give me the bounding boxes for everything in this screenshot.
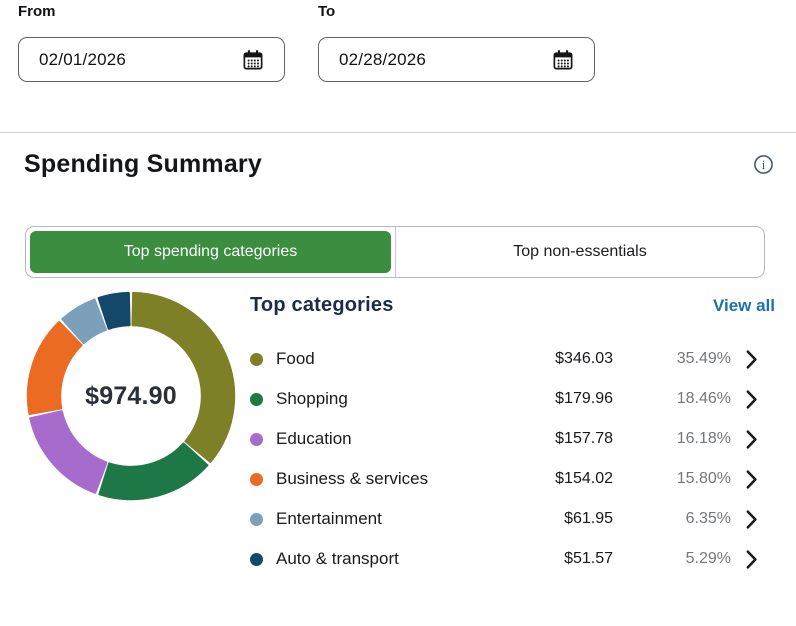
to-date-value: 02/28/2026 bbox=[339, 49, 427, 69]
top-categories-panel: Top categories View all Food $346.03 35.… bbox=[250, 294, 775, 579]
page-title: Spending Summary bbox=[24, 150, 262, 178]
category-row[interactable]: Business & services $154.02 15.80% bbox=[250, 459, 775, 499]
category-list: Food $346.03 35.49% Shopping $179.96 18.… bbox=[250, 339, 775, 579]
svg-text:i: i bbox=[762, 158, 766, 172]
category-amount: $157.78 bbox=[555, 430, 613, 447]
category-color-dot bbox=[250, 392, 263, 406]
category-amount: $179.96 bbox=[555, 390, 613, 407]
donut-segment-education[interactable] bbox=[29, 410, 108, 494]
date-filters: From 02/01/2026 To 02/28/2 bbox=[0, 0, 796, 82]
tab-top-non-essentials[interactable]: Top non-essentials bbox=[395, 227, 764, 277]
donut-segment-entertainment[interactable] bbox=[61, 298, 107, 345]
category-row[interactable]: Auto & transport $51.57 5.29% bbox=[250, 539, 775, 579]
from-date-value: 02/01/2026 bbox=[39, 49, 127, 69]
category-percent: 6.35% bbox=[685, 510, 731, 527]
top-categories-header: Top categories View all bbox=[250, 294, 775, 317]
category-percent: 15.80% bbox=[676, 470, 731, 487]
donut-segment-shopping[interactable] bbox=[98, 442, 209, 501]
section-divider bbox=[0, 132, 796, 133]
category-percent: 35.49% bbox=[676, 350, 731, 367]
category-name: Education bbox=[276, 429, 352, 448]
category-color-dot bbox=[250, 512, 263, 526]
category-amount: $346.03 bbox=[555, 350, 613, 367]
spending-summary-content: $974.90 Top categories View all Food $34… bbox=[0, 284, 796, 620]
category-name: Food bbox=[276, 349, 315, 368]
tab-top-non-essentials-label: Top non-essentials bbox=[513, 243, 647, 260]
category-percent: 5.29% bbox=[685, 550, 731, 567]
chevron-right-icon[interactable] bbox=[731, 429, 775, 450]
category-name: Entertainment bbox=[276, 509, 382, 528]
category-name: Business & services bbox=[276, 469, 429, 488]
chevron-right-icon[interactable] bbox=[731, 469, 775, 490]
chevron-right-icon[interactable] bbox=[731, 549, 775, 570]
category-color-dot bbox=[250, 552, 263, 566]
category-percent: 18.46% bbox=[676, 390, 731, 407]
view-all-link[interactable]: View all bbox=[712, 295, 775, 315]
category-color-dot bbox=[250, 472, 263, 486]
category-percent: 16.18% bbox=[676, 430, 731, 447]
category-amount: $51.57 bbox=[564, 550, 613, 567]
from-date-input[interactable]: 02/01/2026 bbox=[18, 37, 285, 82]
category-row[interactable]: Entertainment $61.95 6.35% bbox=[250, 499, 775, 539]
info-icon[interactable]: i bbox=[753, 154, 774, 175]
category-row[interactable]: Education $157.78 16.18% bbox=[250, 419, 775, 459]
category-name: Shopping bbox=[276, 389, 348, 408]
summary-tabs: Top spending categories Top non-essentia… bbox=[25, 226, 765, 278]
from-field-group: From 02/01/2026 bbox=[18, 3, 285, 82]
category-amount: $61.95 bbox=[564, 510, 613, 527]
chevron-right-icon[interactable] bbox=[731, 349, 775, 370]
top-categories-heading: Top categories bbox=[250, 294, 394, 316]
category-row[interactable]: Shopping $179.96 18.46% bbox=[250, 379, 775, 419]
donut-segment-business-services[interactable] bbox=[26, 321, 83, 415]
spending-summary-header: Spending Summary i bbox=[0, 133, 796, 179]
tab-top-spending-categories[interactable]: Top spending categories bbox=[26, 227, 395, 277]
calendar-icon[interactable] bbox=[552, 49, 574, 71]
donut-chart-wrap: $974.90 bbox=[26, 291, 236, 501]
to-date-input[interactable]: 02/28/2026 bbox=[318, 37, 595, 82]
calendar-icon[interactable] bbox=[242, 49, 264, 71]
category-amount: $154.02 bbox=[555, 470, 613, 487]
chevron-right-icon[interactable] bbox=[731, 509, 775, 530]
chevron-right-icon[interactable] bbox=[731, 389, 775, 410]
category-color-dot bbox=[250, 432, 263, 446]
to-label: To bbox=[318, 3, 336, 20]
from-label: From bbox=[18, 3, 56, 20]
donut-segment-auto-transport[interactable] bbox=[97, 291, 131, 330]
category-color-dot bbox=[250, 352, 263, 366]
donut-chart bbox=[26, 291, 236, 501]
donut-segment-food[interactable] bbox=[131, 291, 236, 463]
tab-top-spending-categories-label: Top spending categories bbox=[30, 231, 391, 273]
to-field-group: To 02/28/2026 bbox=[318, 3, 595, 82]
category-name: Auto & transport bbox=[276, 549, 399, 568]
category-row[interactable]: Food $346.03 35.49% bbox=[250, 339, 775, 379]
